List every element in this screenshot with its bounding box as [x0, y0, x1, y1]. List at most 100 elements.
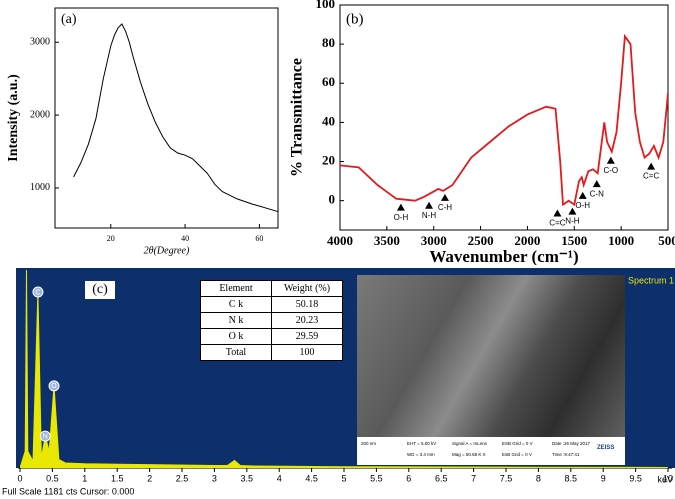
x-tick-label: 4 — [277, 473, 282, 483]
footer: Full Scale 1181 cts Cursor: 0.000 — [2, 486, 134, 496]
x-tick-label: 0 — [17, 473, 22, 483]
panel-label: (b) — [346, 11, 364, 27]
annotation: O-H — [394, 213, 409, 222]
x-tick-label: 0.5 — [46, 473, 59, 483]
sem-text: Mag = 50.68 K X — [452, 452, 486, 457]
sem-text: ZEISS — [597, 445, 615, 451]
sem-text: Signal A = InLens — [452, 441, 487, 446]
x-unit: keV — [657, 474, 673, 484]
x-tick-label: 500 — [658, 233, 675, 248]
y-tick-label: 1000 — [30, 182, 50, 193]
annotation-arrow — [592, 180, 601, 188]
x-tick-label: 3.5 — [241, 473, 254, 483]
table-header: Element — [200, 280, 272, 297]
y-axis-label: % Transmittance — [289, 58, 306, 177]
y-tick-label: 80 — [322, 35, 335, 50]
x-tick-label: 7.5 — [500, 473, 513, 483]
panel-label: (a) — [61, 12, 77, 27]
annotation-arrow — [396, 203, 405, 211]
y-tick-label: 3000 — [30, 37, 50, 48]
y-tick-label: 40 — [322, 113, 335, 128]
table-cell: Total — [200, 344, 272, 361]
x-tick-label: 2000 — [514, 233, 540, 248]
annotation-arrow — [647, 162, 656, 170]
sem-text: Date :26 May 2017 — [552, 441, 591, 446]
plot-frame — [339, 4, 669, 231]
table-cell: C k — [200, 296, 272, 313]
annotation: C-H — [438, 203, 452, 212]
y-tick-label: 20 — [322, 153, 335, 168]
sem-text: 200 nm — [361, 441, 377, 446]
y-tick-label: 2000 — [30, 109, 50, 120]
annotation: O-H — [575, 201, 590, 210]
data-line — [73, 23, 278, 213]
sem-text: ESB Grid = 0 V — [502, 441, 533, 446]
table-cell: 50.18 — [271, 296, 343, 313]
x-tick-label: 6.5 — [435, 473, 448, 483]
annotation-arrow — [425, 201, 434, 209]
peak-label: C — [35, 289, 40, 296]
x-tick-label: 5.5 — [370, 473, 383, 483]
x-tick-label: 7 — [471, 473, 476, 483]
x-tick-label: 1 — [82, 473, 87, 483]
x-tick-label: 40 — [181, 234, 189, 243]
table-cell: N k — [200, 312, 272, 329]
x-tick-label: 5 — [341, 473, 346, 483]
x-tick-label: 2.5 — [176, 473, 189, 483]
x-tick-label: 9.5 — [629, 473, 642, 483]
sem-info: 200 nm EHT = 5.00 kV WD = 3.4 mm Signal … — [357, 437, 625, 465]
x-tick-label: 1000 — [608, 233, 634, 248]
sem-text: Time :9:47:41 — [552, 452, 580, 457]
peak-marker — [48, 380, 60, 392]
x-tick-label: 2 — [147, 473, 152, 483]
annotation: N-H — [565, 217, 579, 226]
peak-label: O — [51, 383, 57, 390]
annotation: C=C — [643, 172, 659, 181]
annotation-arrow — [568, 207, 577, 215]
x-tick-label: 60 — [255, 234, 263, 243]
sem-text: WD = 3.4 mm — [407, 452, 435, 457]
panel-label: (c) — [92, 282, 108, 297]
annotation: N-H — [422, 211, 436, 220]
table-cell: 29.59 — [271, 328, 343, 345]
x-tick-label: 8.5 — [565, 473, 578, 483]
panel-label-box — [85, 281, 115, 299]
annotation: C-N — [590, 189, 604, 198]
x-tick-label: 4000 — [327, 233, 353, 248]
annotation: C=C — [549, 219, 565, 228]
y-tick-label: 60 — [322, 74, 335, 89]
annotation: C-O — [603, 166, 618, 175]
y-tick-label: 100 — [316, 0, 336, 11]
peak-marker — [39, 430, 51, 442]
x-tick-label: 3000 — [421, 233, 447, 248]
table-cell: O k — [200, 328, 272, 345]
x-tick-label: 3500 — [374, 233, 400, 248]
x-tick-label: 1.5 — [111, 473, 124, 483]
x-tick-label: 8 — [536, 473, 541, 483]
sem-text: EHT = 5.00 kV — [407, 441, 437, 446]
table-header: Weight (%) — [271, 280, 343, 297]
annotation-arrow — [553, 209, 562, 217]
spectrum-label: Spectrum 1 — [628, 275, 674, 285]
x-tick-label: 3 — [212, 473, 217, 483]
x-tick-label: 6 — [406, 473, 411, 483]
peak-marker — [32, 286, 44, 298]
x-axis-label: 2θ(Degree) — [144, 245, 190, 256]
annotation-arrow — [440, 193, 449, 201]
plot-frame — [54, 7, 279, 229]
sem-image: 200 nm EHT = 5.00 kV WD = 3.4 mm Signal … — [357, 275, 625, 465]
x-axis-label: Wavenumber (cm⁻¹) — [429, 247, 578, 266]
y-tick-label: 0 — [329, 192, 336, 207]
annotation-arrow — [578, 191, 587, 199]
y-axis-label: Intensity (a.u.) — [6, 74, 21, 162]
x-tick-label: 9 — [601, 473, 606, 483]
sem-text: EsB Grid = 0 V — [502, 452, 532, 457]
data-area — [20, 270, 668, 468]
table-cell: 100 — [271, 344, 343, 361]
data-line — [340, 33, 668, 207]
x-tick-label: 10 — [663, 473, 673, 483]
x-tick-label: 4.5 — [305, 473, 318, 483]
x-tick-label: 1500 — [561, 233, 587, 248]
